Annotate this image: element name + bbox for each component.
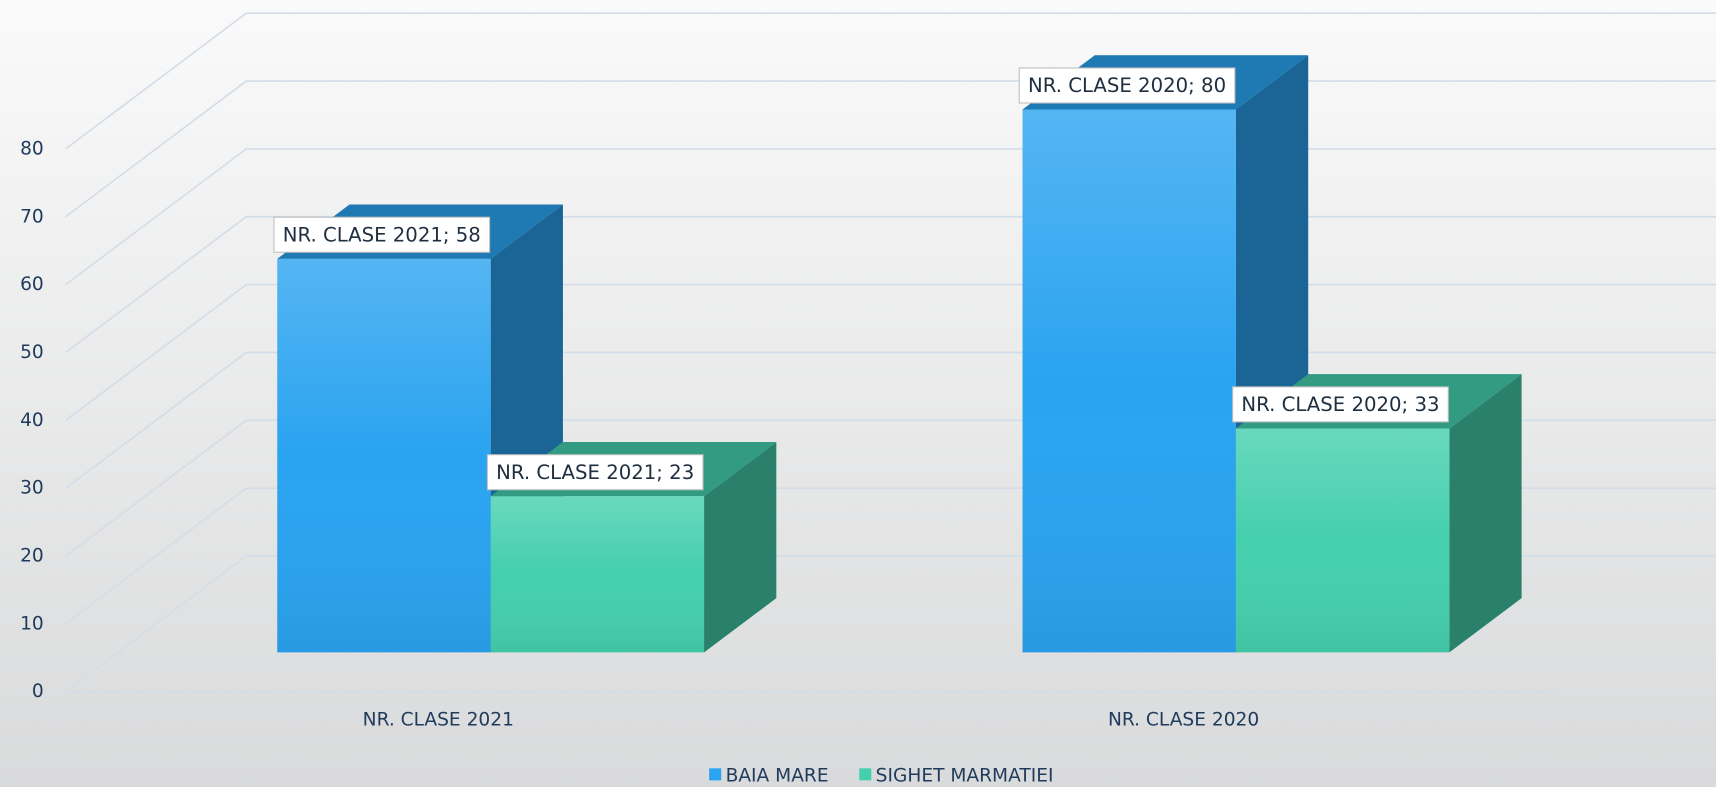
data-label: NR. CLASE 2020; 33 xyxy=(1241,393,1439,416)
data-label: NR. CLASE 2021; 23 xyxy=(496,461,694,484)
legend-swatch xyxy=(709,768,721,780)
y-tick-label: 60 xyxy=(20,274,44,295)
legend-label: BAIA MARE xyxy=(726,765,829,786)
y-tick-label: 50 xyxy=(20,342,44,363)
y-tick-label: 40 xyxy=(20,410,44,431)
legend-label: SIGHET MARMATIEI xyxy=(876,765,1054,786)
x-tick-label: NR. CLASE 2020 xyxy=(1108,710,1259,731)
legend: BAIA MARE SIGHET MARMATIEI xyxy=(709,765,1053,786)
chart: 0 10 20 30 40 50 60 70 80 NR. CLASE 2021 NR. CLAS… xyxy=(0,0,1716,787)
y-tick-label: 70 xyxy=(20,206,44,227)
y-tick-label: 20 xyxy=(20,546,44,567)
bars xyxy=(277,55,1521,652)
y-tick-label: 80 xyxy=(20,138,44,159)
y-tick-label: 0 xyxy=(32,681,44,702)
page: {"chart_data": {"type": "bar3d", "catego… xyxy=(0,0,1716,787)
y-tick-label: 30 xyxy=(20,478,44,499)
legend-swatch xyxy=(859,768,871,780)
y-tick-label: 10 xyxy=(20,613,44,634)
x-tick-label: NR. CLASE 2021 xyxy=(363,710,514,731)
data-label: NR. CLASE 2021; 58 xyxy=(283,223,481,246)
data-label: NR. CLASE 2020; 80 xyxy=(1028,74,1226,97)
